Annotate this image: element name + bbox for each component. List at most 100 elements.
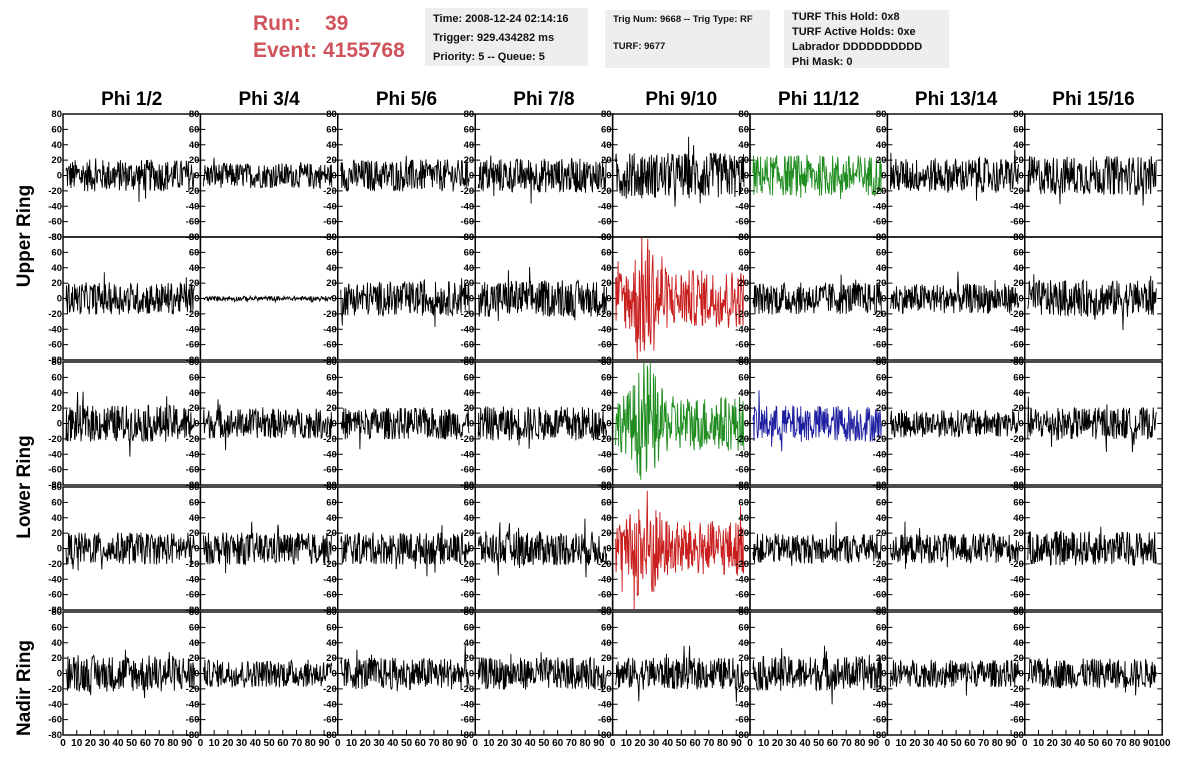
- waveform-trace: [752, 274, 882, 317]
- y-tick-label: -40: [323, 201, 337, 212]
- x-tick-label: 40: [1074, 738, 1086, 749]
- y-tick-label: 0: [744, 544, 749, 555]
- y-tick-label: -40: [873, 449, 887, 460]
- waveform-trace: [202, 157, 333, 190]
- y-tick-label: 20: [189, 155, 200, 166]
- y-tick-label: 60: [738, 247, 749, 258]
- turf-active-text: TURF Active Holds: 0xe: [792, 26, 916, 38]
- y-tick-label: -60: [598, 340, 612, 351]
- y-tick-label: 60: [51, 124, 62, 135]
- y-tick-label: -40: [48, 574, 62, 585]
- x-tick-label: 20: [85, 738, 97, 749]
- y-tick-label: -20: [323, 434, 337, 445]
- y-tick-label: -60: [598, 590, 612, 601]
- y-tick-label: -40: [735, 201, 749, 212]
- y-tick-label: 20: [876, 278, 887, 289]
- y-tick-label: -40: [48, 201, 62, 212]
- y-tick-label: -20: [186, 186, 200, 197]
- y-tick-label: 40: [189, 638, 200, 649]
- y-tick-label: -40: [460, 324, 474, 335]
- y-tick-label: 80: [601, 109, 612, 120]
- y-tick-label: 40: [326, 638, 337, 649]
- run-label: Run:: [253, 12, 301, 35]
- y-tick-label: -20: [1010, 309, 1024, 320]
- y-tick-label: 80: [738, 482, 749, 493]
- y-tick-label: -20: [735, 434, 749, 445]
- y-tick-label: 0: [744, 171, 749, 182]
- trigger-text: Trigger: 929.434282 ms: [433, 32, 555, 44]
- y-tick-label: 20: [738, 528, 749, 539]
- waveform-trace: [340, 278, 470, 327]
- x-tick-label: 20: [909, 738, 921, 749]
- waveform-trace: [752, 390, 882, 452]
- x-tick-label: 20: [772, 738, 784, 749]
- y-tick-label: 60: [1013, 247, 1024, 258]
- turf-info-box: TURF This Hold: 0x8 TURF Active Holds: 0…: [784, 10, 949, 68]
- waveform-trace: [752, 521, 882, 566]
- y-tick-label: -20: [323, 309, 337, 320]
- y-tick-label: -60: [460, 465, 474, 476]
- y-tick-label: 20: [51, 528, 62, 539]
- y-tick-label: -40: [598, 449, 612, 460]
- x-tick-label: 50: [538, 738, 550, 749]
- y-tick-label: 20: [601, 403, 612, 414]
- x-tick-label: 10: [621, 738, 633, 749]
- y-tick-label: 20: [51, 278, 62, 289]
- waveform-trace: [340, 644, 470, 692]
- y-tick-label: 0: [606, 294, 611, 305]
- y-tick-label: 60: [464, 372, 475, 383]
- y-tick-label: -80: [460, 355, 474, 366]
- y-tick-label: 20: [601, 653, 612, 664]
- waveform-trace: [889, 408, 1020, 438]
- run-event-block: Run: 39 Event: 4155768: [253, 10, 405, 64]
- y-tick-label: -80: [598, 605, 612, 616]
- waveform-trace: [477, 266, 608, 322]
- y-tick-label: -60: [323, 715, 337, 726]
- waveform-trace: [1027, 274, 1157, 331]
- x-tick-label: 10: [71, 738, 83, 749]
- y-tick-label: 20: [876, 155, 887, 166]
- x-tick-label: 10: [758, 738, 770, 749]
- y-tick-label: 60: [1013, 124, 1024, 135]
- y-tick-label: -60: [48, 340, 62, 351]
- x-tick-label: 40: [250, 738, 262, 749]
- x-tick-label: 60: [277, 738, 289, 749]
- y-tick-label: -40: [873, 574, 887, 585]
- x-tick-label: 10: [896, 738, 908, 749]
- waveform-trace: [1027, 155, 1157, 206]
- y-tick-label: -60: [323, 465, 337, 476]
- y-tick-label: -60: [323, 590, 337, 601]
- y-tick-label: 20: [1013, 278, 1024, 289]
- x-tick-label: 70: [428, 738, 440, 749]
- y-tick-label: -40: [735, 449, 749, 460]
- y-tick-label: 40: [601, 263, 612, 274]
- y-tick-label: -80: [323, 480, 337, 491]
- y-tick-label: -20: [186, 559, 200, 570]
- x-tick-label: 70: [1115, 738, 1127, 749]
- y-tick-label: -20: [873, 186, 887, 197]
- y-tick-label: -60: [735, 715, 749, 726]
- y-tick-label: 80: [876, 482, 887, 493]
- y-tick-label: 0: [332, 171, 337, 182]
- y-tick-label: -20: [598, 684, 612, 695]
- y-tick-label: 0: [881, 419, 886, 430]
- y-tick-label: 40: [1013, 140, 1024, 151]
- y-tick-label: -20: [735, 684, 749, 695]
- y-tick-label: -20: [873, 559, 887, 570]
- x-tick-label: 20: [497, 738, 509, 749]
- y-tick-label: -20: [1010, 434, 1024, 445]
- y-tick-label: 40: [738, 263, 749, 274]
- y-tick-label: -40: [323, 699, 337, 710]
- column-header: Phi 3/4: [238, 89, 300, 110]
- y-tick-label: 20: [464, 653, 475, 664]
- y-tick-label: 20: [326, 403, 337, 414]
- waveform-trace: [752, 645, 882, 705]
- x-tick-label: 80: [992, 738, 1004, 749]
- y-tick-label: -20: [598, 309, 612, 320]
- y-tick-label: -40: [460, 574, 474, 585]
- y-tick-label: -40: [598, 574, 612, 585]
- y-tick-label: 60: [464, 497, 475, 508]
- y-tick-label: -80: [598, 480, 612, 491]
- y-tick-label: 80: [464, 482, 475, 493]
